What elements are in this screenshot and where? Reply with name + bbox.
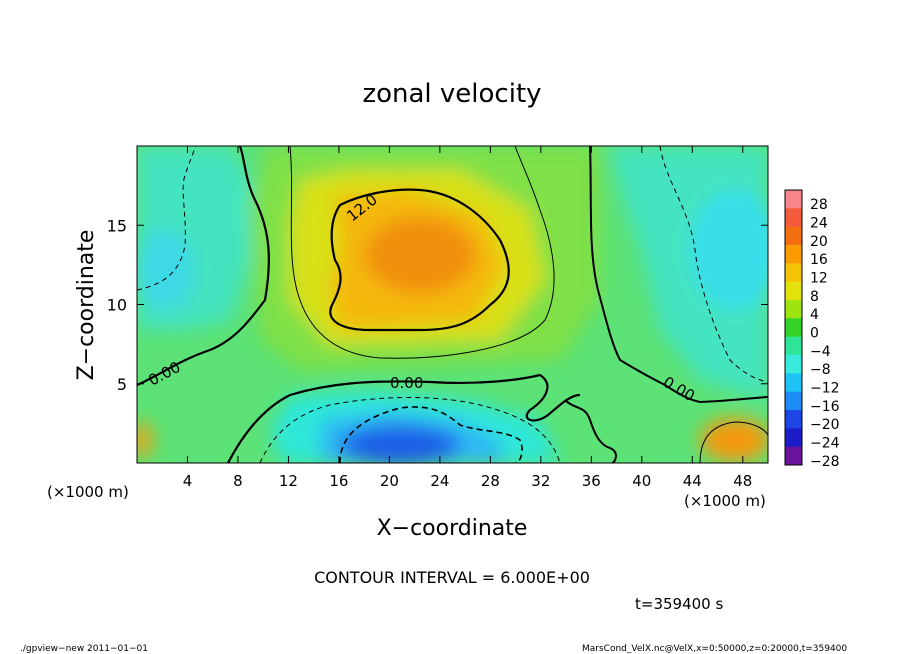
field-region-cyan-right-core xyxy=(690,190,768,310)
field-region-lower-right xyxy=(700,418,768,462)
x-tick-label: 36 xyxy=(582,472,601,490)
colorbar-label: −24 xyxy=(810,436,840,452)
x-axis-label: X−coordinate xyxy=(377,516,528,541)
contour-neg6-right xyxy=(659,146,768,383)
colorbar-label: 8 xyxy=(810,289,819,305)
colorbar-swatch xyxy=(785,245,802,264)
colorbar-swatch xyxy=(785,410,802,429)
colorbar-label: −16 xyxy=(810,399,840,415)
x-tick-label: 40 xyxy=(632,472,651,490)
colorbar-label: −28 xyxy=(810,454,840,470)
colorbar-swatch xyxy=(785,281,802,301)
colorbar-frame xyxy=(784,189,803,466)
colorbar-swatch xyxy=(785,300,802,319)
x-tick-label: 28 xyxy=(481,472,500,490)
contour-lines xyxy=(137,146,768,463)
x-tick-label: 20 xyxy=(380,472,399,490)
x-unit-left: (×1000 m) xyxy=(47,483,129,501)
colorbar-label: −4 xyxy=(810,344,831,360)
colorbar-label: 0 xyxy=(810,326,819,342)
x-tick-label: 4 xyxy=(183,472,193,490)
x-tick-label: 24 xyxy=(430,472,449,490)
contour-6 xyxy=(289,146,555,359)
colorbar-label: −12 xyxy=(810,381,840,397)
colorbar-label: 24 xyxy=(810,216,828,232)
colorbar-swatch xyxy=(785,263,802,283)
colorbar-swatch xyxy=(785,428,802,448)
contour-neg6-lower xyxy=(259,397,561,463)
footer-left: ./gpview−new 2011−01−01 xyxy=(20,644,148,654)
field-region-jet-core xyxy=(365,217,475,293)
y-tick-label: 15 xyxy=(107,216,127,235)
field-shading xyxy=(137,146,768,463)
field-region-low-core xyxy=(340,425,460,463)
y-axis-label: Z−coordinate xyxy=(74,230,99,381)
colorbar-label: −20 xyxy=(810,417,840,433)
colorbar-label: 4 xyxy=(810,307,819,323)
colorbar-label: 28 xyxy=(810,197,828,213)
colorbar-swatch xyxy=(785,226,802,246)
x-tick-label: 16 xyxy=(329,472,348,490)
contour-zero-upper xyxy=(137,146,270,387)
colorbar-swatch xyxy=(785,336,802,356)
colorbar-swatch xyxy=(785,446,802,466)
contour-zero-right xyxy=(589,146,768,404)
colorbar-swatch xyxy=(785,208,802,228)
x-tick-label: 32 xyxy=(531,472,550,490)
plot-area: 12.0 0.00 0.00 0.00 xyxy=(137,146,768,463)
colorbar-swatch xyxy=(785,355,802,374)
x-tick-label: 12 xyxy=(279,472,298,490)
contour-neg6-low xyxy=(339,406,523,463)
field-region-cyan-left-core xyxy=(137,230,195,310)
contour-12 xyxy=(329,188,510,332)
colorbar-swatch xyxy=(785,190,802,209)
colorbar: 28 24 20 16 12 8 4 0 −4 −8 −12 −16 −20 −24 −28 xyxy=(784,189,840,470)
colorbar-swatch xyxy=(785,391,802,411)
colorbar-label: 12 xyxy=(810,271,828,287)
colorbar-label: −8 xyxy=(810,362,831,378)
y-tick-label: 5 xyxy=(117,375,127,394)
x-tick-label: 48 xyxy=(733,472,752,490)
x-axis: 4 8 12 16 20 24 28 32 36 40 44 48 xyxy=(183,146,752,490)
colorbar-swatch xyxy=(785,318,802,338)
time-label: t=359400 s xyxy=(635,595,723,613)
footer-right: MarsCond_VelX.nc@VelX,x=0:50000,z=0:2000… xyxy=(582,644,847,654)
contour-zero-middle xyxy=(227,373,581,463)
y-tick-label: 10 xyxy=(107,296,127,315)
colorbar-label: 20 xyxy=(810,234,828,250)
colorbar-label: 16 xyxy=(810,252,828,268)
x-unit-right: (×1000 m) xyxy=(684,492,766,510)
chart-title: zonal velocity xyxy=(362,79,541,109)
x-tick-label: 44 xyxy=(683,472,702,490)
contour-6-lower-right xyxy=(699,421,768,463)
contour-zero-jagged xyxy=(564,399,617,463)
field-region-lower-left xyxy=(137,422,152,458)
contour-interval-text: CONTOUR INTERVAL = 6.000E+00 xyxy=(314,568,590,587)
y-axis: 5 10 15 xyxy=(107,216,768,394)
x-tick-label: 8 xyxy=(233,472,243,490)
colorbar-swatch xyxy=(785,373,802,393)
contour-label-zero-middle: 0.00 xyxy=(390,374,423,392)
